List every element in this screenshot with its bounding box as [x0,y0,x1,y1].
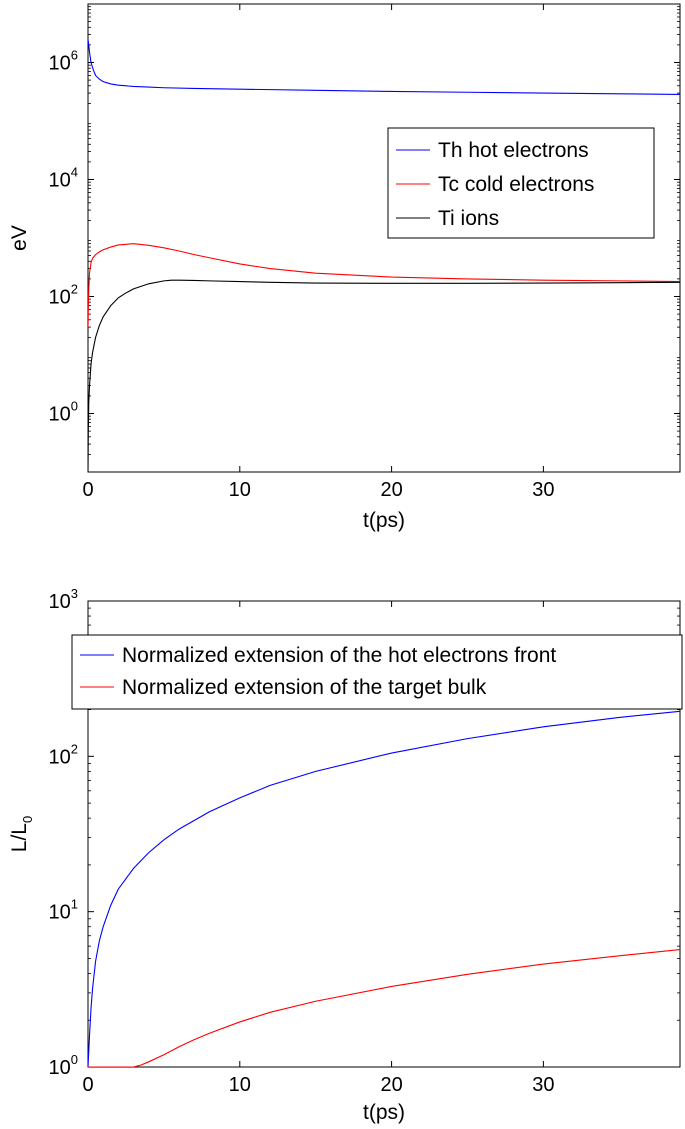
plot-area [87,3,681,473]
x-axis-label: t(ps) [363,509,405,532]
y-tick-label: 104 [49,165,78,192]
y-tick-label: 103 [49,586,78,613]
y-tick-label: 101 [49,897,78,924]
series-line-3 [88,279,680,472]
legend: Normalized extension of the hot electron… [71,634,683,710]
legend-label-1: Normalized extension of the hot electron… [122,644,556,667]
x-tick-label: 20 [380,1074,402,1096]
legend: Th hot electrons Tc cold electrons Ti ions [387,127,655,239]
x-tick-label: 0 [82,479,93,501]
y-axis-label: eV [8,225,31,251]
y-tick-label: 100 [49,1052,78,1079]
x-axis-label: t(ps) [363,1101,405,1124]
legend-label-2: Normalized extension of the target bulk [122,676,487,699]
x-tick-label: 10 [229,479,251,501]
y-tick-label: 100 [49,399,78,426]
legend-label-1: Th hot electrons [438,139,589,162]
legend-box [71,634,683,710]
chart-normalized-extension: 0 10 20 30 100 101 102 103 Normalized extension … [8,586,683,1124]
series-line-1 [88,39,680,95]
x-tick-label: 30 [532,1074,554,1096]
y-tick-label: 106 [49,48,78,75]
legend-box [387,127,655,239]
legend-label-3: Ti ions [438,207,499,230]
plot-area [87,600,681,1068]
x-tick-label: 30 [532,479,554,501]
y-tick-label: 102 [49,741,78,768]
series-line-2 [88,949,680,1067]
y-axis-label: L/L0 [8,816,35,852]
series-line-1 [88,710,680,1067]
legend-label-2: Tc cold electrons [438,173,594,196]
x-tick-label: 10 [229,1074,251,1096]
x-tick-label: 0 [82,1074,93,1096]
chart-temperature-evolution: 0 10 20 30 100 102 104 106 Th hot electrons Tc co… [8,3,681,532]
y-tick-label: 102 [49,282,78,309]
series-line-2 [88,243,680,328]
x-tick-label: 20 [380,479,402,501]
